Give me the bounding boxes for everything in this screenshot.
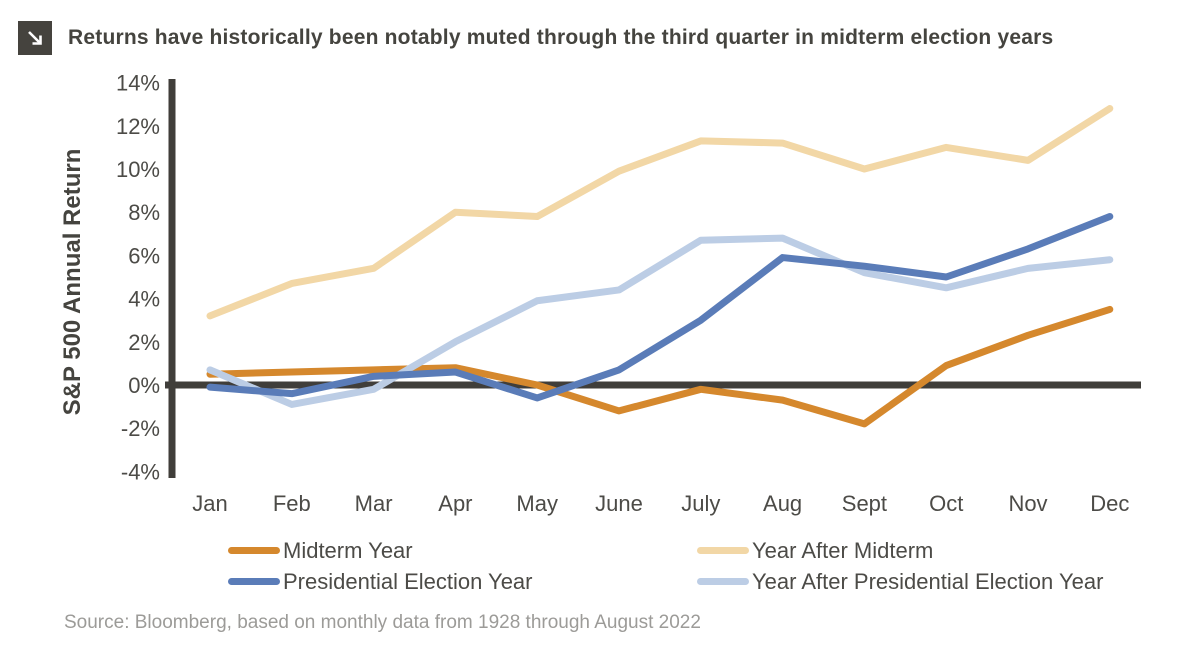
legend-label: Year After Presidential Election Year — [752, 568, 1104, 594]
legend-item-presidential-election-year: Presidential Election Year — [228, 568, 697, 594]
y-tick-label: 6% — [128, 243, 160, 268]
arrow-down-right-icon — [18, 21, 52, 55]
x-tick-label: Jan — [192, 491, 227, 516]
x-tick-label: July — [681, 491, 720, 516]
x-tick-label: Oct — [929, 491, 963, 516]
y-tick-label: -4% — [121, 459, 160, 484]
legend-label: Midterm Year — [283, 537, 413, 563]
x-tick-label: Aug — [763, 491, 802, 516]
y-tick-label: 8% — [128, 200, 160, 225]
legend-swatch-year-after-midterm — [697, 547, 749, 554]
y-tick-label: 4% — [128, 287, 160, 312]
source-note: Source: Bloomberg, based on monthly data… — [64, 612, 701, 633]
legend-swatch-midterm-year — [228, 547, 280, 554]
legend-item-year-after-presidential-election-year: Year After Presidential Election Year — [697, 568, 1104, 594]
y-axis-title: S&P 500 Annual Return — [59, 149, 86, 416]
legend-swatch-year-after-presidential-election-year — [697, 578, 749, 585]
legend-label: Year After Midterm — [752, 537, 934, 563]
x-tick-label: Dec — [1090, 491, 1129, 516]
chart-legend: Midterm Year Year After Midterm Presidenti… — [228, 535, 1103, 597]
arrow-down-right-glyph — [28, 31, 42, 45]
x-tick-label: May — [516, 491, 558, 516]
legend-item-year-after-midterm: Year After Midterm — [697, 537, 1103, 563]
y-tick-label: 10% — [116, 157, 160, 182]
legend-item-midterm-year: Midterm Year — [228, 537, 697, 563]
x-tick-label: Mar — [355, 491, 393, 516]
x-tick-label: June — [595, 491, 643, 516]
legend-label: Presidential Election Year — [283, 568, 533, 594]
y-tick-label: 14% — [116, 71, 160, 96]
line-year-after-midterm — [206, 105, 1114, 320]
line-midterm-year — [206, 305, 1114, 428]
y-tick-label: 2% — [128, 330, 160, 355]
x-tick-label: Feb — [273, 491, 311, 516]
line-year-after-presidential-election-year — [206, 234, 1114, 408]
x-tick-label: Nov — [1008, 491, 1047, 516]
x-tick-label: Sept — [842, 491, 887, 516]
page-title: Returns have historically been notably m… — [68, 26, 1054, 49]
x-tick-label: Apr — [438, 491, 472, 516]
y-tick-label: 12% — [116, 114, 160, 139]
line-presidential-election-year — [206, 213, 1114, 402]
y-tick-label: -2% — [121, 416, 160, 441]
y-tick-label: 0% — [128, 373, 160, 398]
legend-swatch-presidential-election-year — [228, 578, 280, 585]
chart-header: Returns have historically been notably m… — [18, 21, 1053, 55]
